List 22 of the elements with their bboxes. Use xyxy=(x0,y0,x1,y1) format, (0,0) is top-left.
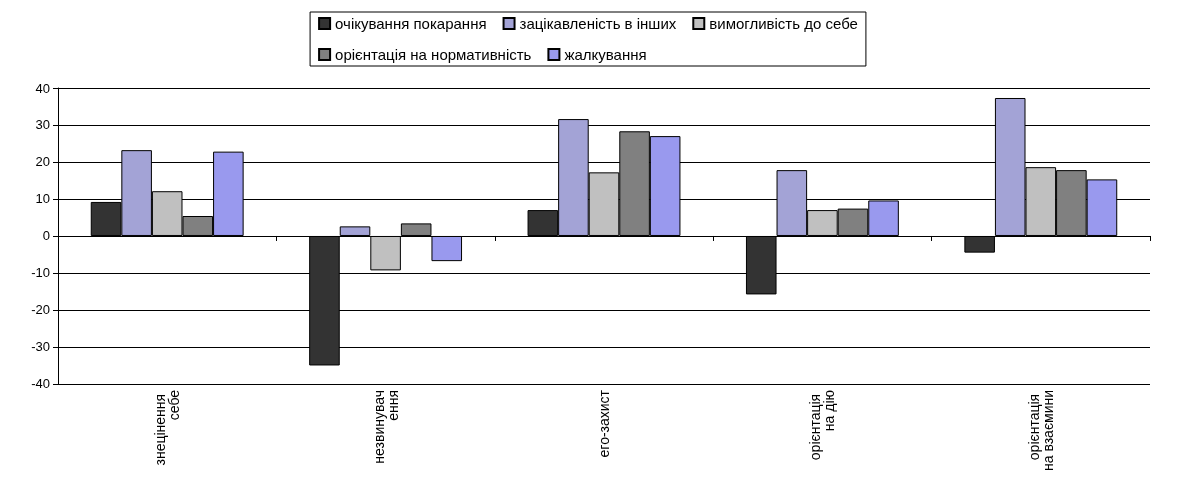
y-tick-label: -20 xyxy=(31,302,50,318)
y-tick-label: 0 xyxy=(42,228,50,244)
legend-label: зацікавленість в інших xyxy=(519,15,677,32)
x-tick-label: орієнтація на дію xyxy=(807,389,838,461)
x-tick-label: его-захист xyxy=(596,389,612,458)
y-tick-label: -40 xyxy=(31,376,50,392)
legend-label: орієнтація на нормативність xyxy=(335,46,532,63)
y-tick-label: 40 xyxy=(35,80,50,96)
bar xyxy=(964,235,995,253)
legend-label: вимогливість до себе xyxy=(709,15,858,32)
y-tick-label: 20 xyxy=(35,154,50,170)
x-tick-label: орієнтація на взаємини xyxy=(1025,389,1056,472)
bar xyxy=(370,235,401,271)
y-tick-label: -10 xyxy=(31,265,50,281)
legend-label: жалкування xyxy=(564,46,647,63)
bar xyxy=(339,226,371,236)
y-tick-label: 30 xyxy=(35,117,50,133)
legend-label: очікування покарання xyxy=(335,15,487,32)
x-tick-label: знецінення себе xyxy=(152,389,183,466)
y-tick-label: 10 xyxy=(35,191,50,207)
y-tick-label: -30 xyxy=(31,339,50,355)
x-tick-label: незвинувачення xyxy=(370,389,401,464)
